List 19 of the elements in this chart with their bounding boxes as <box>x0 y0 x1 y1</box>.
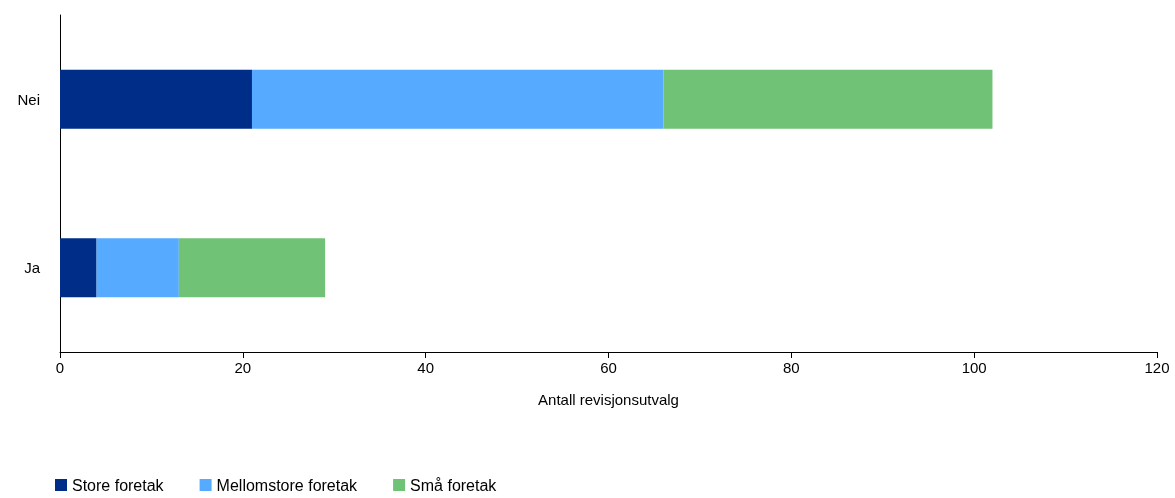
bar <box>663 69 993 129</box>
legend-label: Mellomstore foretak <box>216 476 359 494</box>
bar <box>60 69 252 129</box>
legend-label: Små foretak <box>410 476 498 494</box>
x-tick-label: 60 <box>600 359 617 376</box>
bar <box>178 238 326 298</box>
x-tick-label: 20 <box>234 359 252 376</box>
x-tick-label: 120 <box>1144 359 1170 376</box>
bar <box>251 69 664 129</box>
x-axis-title: Antall revisjonsutvalg <box>538 391 679 408</box>
x-tick-label: 0 <box>55 359 65 376</box>
y-tick-label: Ja <box>24 259 41 277</box>
bar <box>96 238 179 298</box>
bar <box>60 238 97 298</box>
x-tick-label: 80 <box>782 359 800 376</box>
legend-label: Store foretak <box>72 476 165 494</box>
x-tick-label: 100 <box>961 359 987 376</box>
x-tick-label: 40 <box>417 359 435 376</box>
y-tick-label: Nei <box>17 90 40 108</box>
